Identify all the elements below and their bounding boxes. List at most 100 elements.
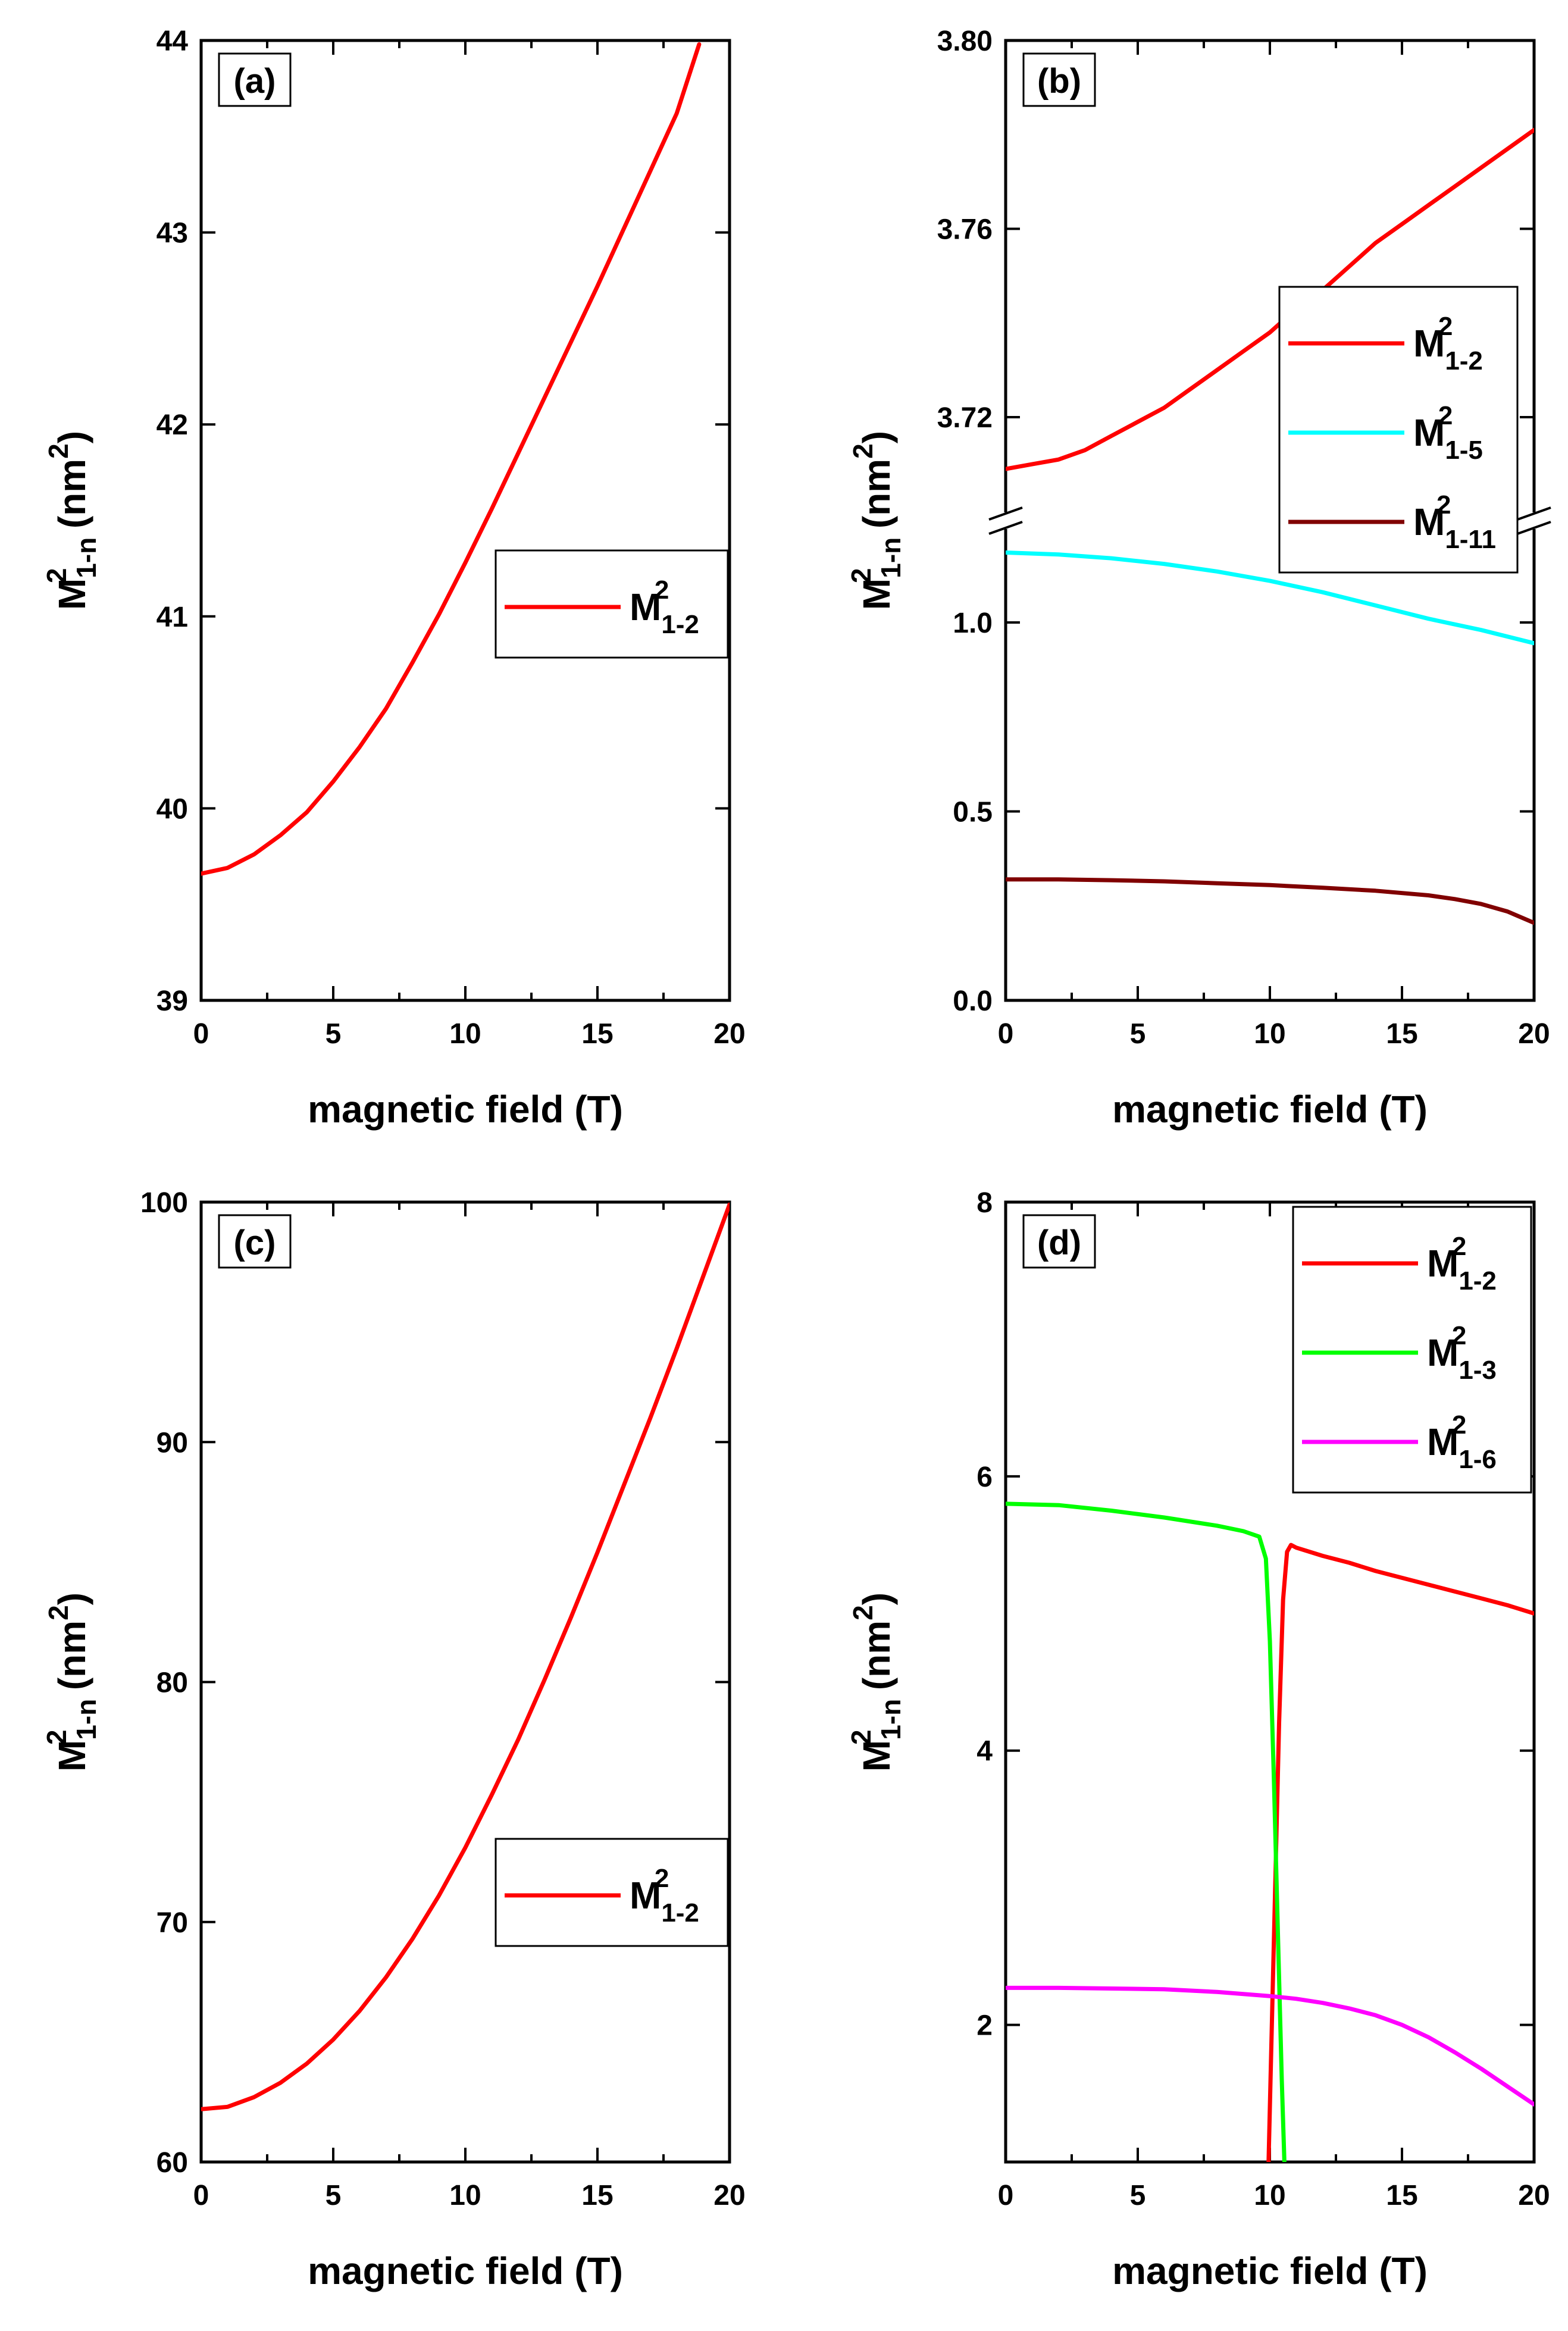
- panel-b-ylabel-unit-close: ): [855, 431, 898, 443]
- panel-c-xlabel: magnetic field (T): [308, 2249, 623, 2292]
- panel-c-series-line: [201, 1202, 730, 2111]
- panel-d-legend-entry-label-base: M: [1427, 1420, 1459, 1463]
- panel-a-ylabel-base: M: [51, 578, 93, 610]
- panel-a-ytick-label: 42: [157, 409, 188, 441]
- panel-a-legend-entry-label-sup: 2: [655, 575, 669, 605]
- panel-c-legend-entry-label-sup: 2: [655, 1864, 669, 1893]
- panel-b-legend-box: [1278, 286, 1519, 574]
- panel-a-xlabel: magnetic field (T): [308, 1088, 623, 1131]
- panel-b-break-mark: [988, 521, 1023, 535]
- panel-c-xtick-label: 5: [326, 2180, 342, 2211]
- panel-a-frame: [199, 39, 731, 1002]
- panel-d-ylabel-unit-sup: 2: [847, 1605, 878, 1620]
- panel-b-legend-entry-label-sub: 1-5: [1445, 436, 1483, 465]
- panel-c-legend: M1-2 2: [495, 1838, 729, 1947]
- panel-d-ytick-label: 4: [977, 1736, 993, 1767]
- panel-a-ylabel-sub: 1-n: [71, 537, 102, 578]
- panel-b-legend-entry-label: M1-5 2: [1413, 401, 1483, 465]
- panel-a: 0 5 10 15 20 39 40 41 42 43 44 (a) magnetic field (T…: [41, 26, 746, 1131]
- panel-b-break-mark: [1517, 521, 1551, 535]
- panel-b-ylabel-sub: 1-n: [875, 537, 906, 578]
- panel-b-ylabel-unit-sup: 2: [847, 443, 878, 459]
- panel-b-xtick-label: 0: [998, 1018, 1014, 1050]
- panel-b-break-gap: [1516, 512, 1552, 529]
- panel-d-legend-entry-label: M1-3 2: [1427, 1321, 1497, 1385]
- panel-a-ylabel: M1-n2 (nm2): [41, 431, 102, 610]
- panel-b-legend-entry-label-sup: 2: [1436, 490, 1451, 520]
- panel-d-legend-entry-label-sub: 1-6: [1459, 1445, 1497, 1474]
- panel-c-ylabel-sup: 2: [41, 1730, 72, 1745]
- panel-b-break-mark: [1517, 506, 1551, 521]
- panel-a-ytick-label: 44: [157, 26, 189, 57]
- panel-d-xlabel: magnetic field (T): [1112, 2249, 1428, 2292]
- panel-b-legend-entry-label: M1-11 2: [1413, 490, 1496, 554]
- panel-a-ylabel-unit-sup: 2: [43, 443, 74, 459]
- panel-c-ylabel-sub: 1-n: [71, 1699, 102, 1740]
- panel-b-ytick-label: 3.76: [937, 214, 993, 246]
- panel-b-xtick-label: 5: [1130, 1018, 1146, 1050]
- panel-d-legend-entry-label-base: M: [1427, 1242, 1459, 1285]
- panel-a-label: (a): [234, 62, 276, 101]
- panel-c-label-box: [218, 1214, 292, 1269]
- panel-d-ytick-label: 6: [977, 1462, 993, 1493]
- panel-a-ytick-label: 43: [157, 218, 188, 249]
- panel-a-legend-entry-label-sub: 1-2: [661, 610, 699, 639]
- panel-b-legend-entry-label-sub: 1-2: [1445, 346, 1483, 376]
- panel-a-ylabel-unit-close: ): [51, 431, 93, 443]
- panel-d-xtick-label: 10: [1254, 2180, 1285, 2211]
- panel-a-legend-box: [495, 549, 729, 659]
- panel-d-xtick-label: 0: [998, 2180, 1014, 2211]
- panel-d-legend-entry-label-sub: 1-2: [1459, 1266, 1497, 1296]
- panel-c-xtick-label: 15: [581, 2180, 613, 2211]
- panel-a-xtick-label: 15: [581, 1018, 613, 1050]
- panel-b-series-line: [1006, 877, 1534, 925]
- panel-c-ylabel-unit-sup: 2: [43, 1605, 74, 1620]
- panel-b-ytick-label: 3.80: [937, 26, 993, 57]
- panel-d-legend-entry-label-sup: 2: [1452, 1232, 1466, 1261]
- panel-d-legend-box: [1292, 1206, 1532, 1494]
- panel-d-ylabel-unit-close: ): [855, 1592, 898, 1605]
- panel-a-ylabel-sup: 2: [41, 568, 72, 584]
- panel-c-legend-entry-label: M1-2 2: [630, 1864, 699, 1928]
- panel-c-ylabel-base: M: [51, 1740, 93, 1772]
- panel-a-xtick-label: 20: [713, 1018, 745, 1050]
- panel-c-ytick-label: 90: [157, 1427, 188, 1459]
- panel-a-label-box: [218, 52, 292, 107]
- panel-c-ytick-label: 100: [140, 1187, 188, 1219]
- panel-b-xtick-label: 10: [1254, 1018, 1285, 1050]
- panel-b-legend-entry-label-sub: 1-11: [1445, 525, 1496, 554]
- panel-d-label-box: [1022, 1214, 1096, 1269]
- panel-b: 0 5 10 15 20 0.0 0.5 1.0 3.72 3.76 3.80 (b) magnetic…: [846, 26, 1552, 1131]
- panel-c-xtick-label: 10: [449, 2180, 481, 2211]
- panel-a-xtick-label: 0: [193, 1018, 209, 1050]
- panel-b-ylabel-base: M: [855, 578, 898, 610]
- panel-b-label: (b): [1037, 62, 1081, 101]
- panel-b-ylabel: M1-n2 (nm2): [846, 431, 906, 610]
- panel-b-xlabel: magnetic field (T): [1112, 1088, 1428, 1131]
- panel-b-ytick-label: 3.72: [937, 402, 993, 434]
- panel-d-ytick-label: 8: [977, 1187, 993, 1219]
- panel-b-legend-entry-label-base: M: [1413, 322, 1445, 365]
- panel-d-label: (d): [1037, 1224, 1081, 1262]
- panel-c-ylabel-unit-close: ): [51, 1592, 93, 1605]
- panel-b-series-line: [1006, 550, 1534, 646]
- panel-d-ylabel-sub: 1-n: [875, 1699, 906, 1740]
- panel-c-ytick-label: 70: [157, 1907, 188, 1939]
- panel-b-xtick-label: 15: [1386, 1018, 1417, 1050]
- panel-b-ytick-label: 0.5: [953, 797, 993, 828]
- panel-d-legend-entry-label-base: M: [1427, 1331, 1459, 1374]
- panel-a-xtick-label: 5: [326, 1018, 342, 1050]
- panel-b-ylabel-sup: 2: [846, 568, 877, 584]
- panel-b-ylabel-unit: (nm: [855, 459, 898, 539]
- panel-c-legend-entry-label-base: M: [630, 1874, 661, 1917]
- panel-c-ylabel: M1-n2 (nm2): [41, 1592, 102, 1772]
- panel-a-xtick-label: 10: [449, 1018, 481, 1050]
- panel-d-ytick-label: 2: [977, 2010, 993, 2042]
- panel-a-legend: M1-2 2: [495, 549, 729, 659]
- panel-c-xtick-label: 0: [193, 2180, 209, 2211]
- panel-d-legend-entry-label-sup: 2: [1452, 1321, 1466, 1350]
- panel-b-ytick-label: 1.0: [953, 608, 993, 639]
